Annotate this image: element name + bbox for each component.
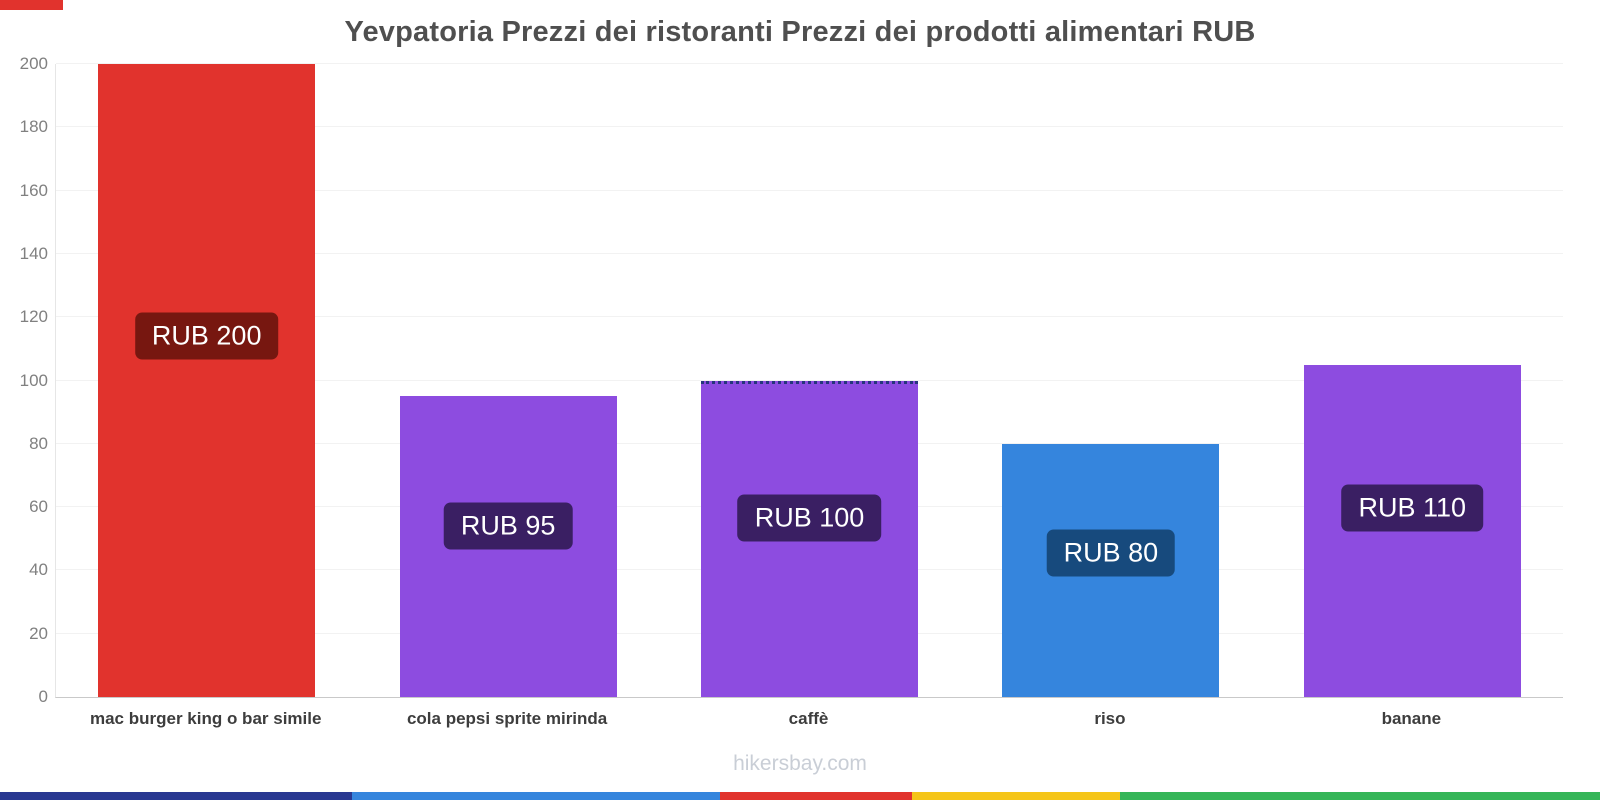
bar-1[interactable]: RUB 200 [98, 64, 315, 697]
top-accent-strip [0, 0, 63, 10]
x-tick-label: banane [1261, 709, 1562, 729]
bar-4[interactable]: RUB 80 [1002, 444, 1219, 697]
x-tick-label: cola pepsi sprite mirinda [356, 709, 657, 729]
value-badge: RUB 95 [444, 502, 573, 549]
y-axis: 020406080100120140160180200 [0, 64, 48, 697]
y-tick-label: 0 [39, 687, 48, 707]
y-tick-label: 120 [20, 307, 48, 327]
bar-2[interactable]: RUB 95 [400, 396, 617, 697]
value-badge: RUB 200 [135, 313, 279, 360]
bar-3[interactable]: RUB 100 [701, 381, 918, 698]
bottom-strip-segment [720, 792, 912, 800]
y-tick-label: 100 [20, 371, 48, 391]
y-tick-label: 40 [29, 560, 48, 580]
y-tick-label: 180 [20, 117, 48, 137]
x-axis-labels: mac burger king o bar similecola pepsi s… [55, 709, 1562, 729]
bottom-strip-segment [912, 792, 1120, 800]
footer-link[interactable]: hikersbay.com [0, 752, 1600, 776]
bottom-strip-segment [0, 792, 352, 800]
bottom-strip-segment [1120, 792, 1600, 800]
x-tick-label: riso [959, 709, 1260, 729]
bottom-accent-strip [0, 792, 1600, 800]
plot-area: RUB 200 RUB 95 RUB 100 RUB 80 RUB 110 [55, 64, 1563, 698]
bar-5[interactable]: RUB 110 [1304, 365, 1521, 697]
y-tick-label: 160 [20, 181, 48, 201]
chart-title: Yevpatoria Prezzi dei ristoranti Prezzi … [0, 16, 1600, 49]
value-badge: RUB 110 [1342, 484, 1484, 531]
y-tick-label: 200 [20, 54, 48, 74]
x-tick-label: mac burger king o bar simile [55, 709, 356, 729]
y-tick-label: 20 [29, 624, 48, 644]
bottom-strip-segment [352, 792, 720, 800]
x-tick-label: caffè [658, 709, 959, 729]
y-tick-label: 140 [20, 244, 48, 264]
value-badge: RUB 100 [738, 495, 882, 542]
value-badge: RUB 80 [1047, 529, 1176, 576]
y-tick-label: 80 [29, 434, 48, 454]
y-tick-label: 60 [29, 497, 48, 517]
